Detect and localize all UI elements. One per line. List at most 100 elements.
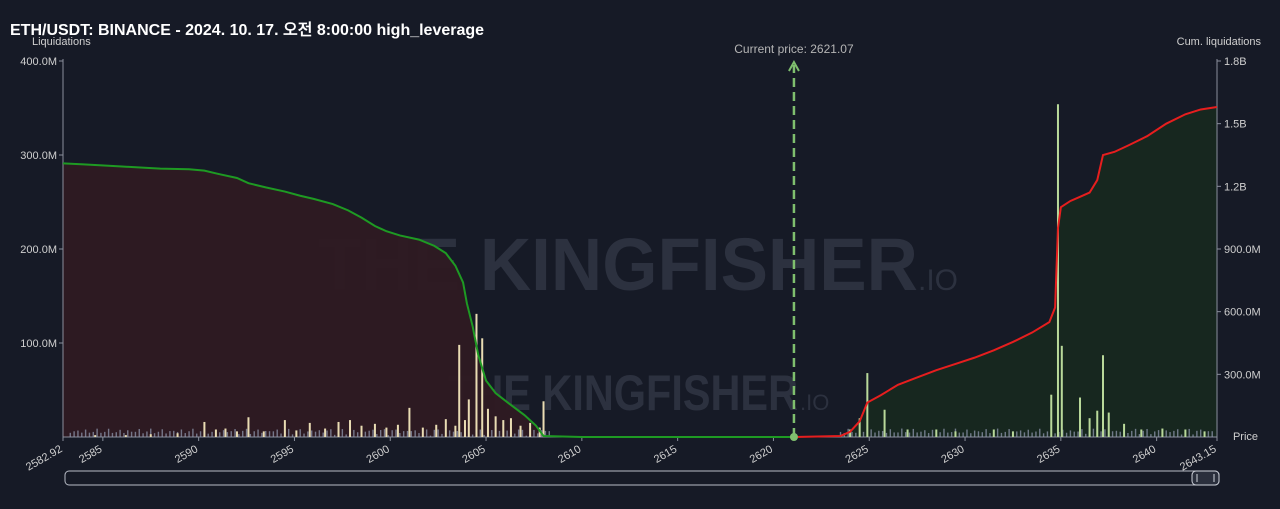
liq-bar-minor [333, 434, 336, 437]
liq-bar[interactable] [283, 420, 286, 437]
liq-bar-minor [901, 428, 903, 437]
liq-bar-minor [1177, 429, 1179, 437]
liq-bar-minor [356, 432, 359, 437]
x-axis-title: Price [1233, 431, 1258, 443]
liq-bar-minor [69, 432, 71, 437]
liq-bar[interactable] [385, 427, 388, 437]
current-price-dot [789, 433, 798, 441]
liq-bar[interactable] [494, 416, 497, 437]
liq-bar-minor [548, 431, 550, 437]
liq-bar[interactable] [954, 431, 957, 437]
liq-bar[interactable] [295, 430, 298, 437]
x-tick-label: 2635 [1035, 443, 1062, 466]
liq-bar[interactable] [94, 435, 97, 437]
liq-bar[interactable] [1140, 429, 1143, 437]
liq-bar[interactable] [1161, 428, 1164, 437]
range-scrollbar[interactable] [64, 470, 1220, 486]
x-tick-label: 2615 [652, 443, 679, 466]
liq-bar[interactable] [1079, 397, 1082, 437]
liq-bar-minor [985, 429, 987, 437]
x-tick-label: 2605 [460, 443, 487, 466]
liq-bar-minor [1173, 430, 1175, 437]
liq-bar[interactable] [1050, 394, 1053, 437]
liq-bar[interactable] [906, 429, 909, 437]
liq-bar-minor [146, 431, 148, 437]
liq-bar-minor [234, 429, 236, 437]
liq-bar[interactable] [396, 424, 399, 437]
liq-bar[interactable] [1123, 423, 1126, 437]
liq-bar[interactable] [444, 419, 447, 437]
liq-bar[interactable] [235, 431, 238, 437]
liq-bar-minor [153, 433, 156, 437]
liq-bar[interactable] [360, 425, 363, 437]
liq-bar-minor [180, 429, 183, 437]
liq-bar[interactable] [849, 429, 852, 437]
liq-bar[interactable] [1011, 431, 1014, 437]
liq-bar[interactable] [324, 428, 327, 437]
liq-bar[interactable] [486, 408, 489, 437]
liq-bar[interactable] [203, 421, 206, 437]
liq-bar-minor [1027, 429, 1029, 437]
liq-bar-minor [1115, 430, 1118, 437]
liq-bar[interactable] [467, 399, 470, 437]
liq-bar[interactable] [1101, 355, 1104, 437]
liq-bar[interactable] [1203, 431, 1206, 437]
liq-bar[interactable] [475, 313, 478, 437]
liq-bar[interactable] [124, 435, 127, 437]
range-scrollbar-handle[interactable] [1191, 470, 1220, 486]
liq-bar[interactable] [1056, 104, 1059, 438]
liq-bar-minor [383, 429, 386, 437]
liq-bar[interactable] [176, 433, 179, 437]
liq-bar-minor [414, 430, 416, 437]
liq-bar[interactable] [214, 429, 217, 437]
liq-bar-minor [188, 431, 190, 437]
liq-bar[interactable] [421, 427, 424, 437]
liq-bar-minor [498, 430, 501, 437]
liq-bar[interactable] [454, 425, 457, 437]
y-tick-label: 300.0M [20, 150, 57, 162]
liq-bar[interactable] [337, 421, 340, 437]
liq-bar[interactable] [247, 417, 250, 437]
liq-bar[interactable] [373, 423, 376, 437]
liq-bar[interactable] [542, 401, 545, 437]
liq-bar-minor [533, 429, 535, 437]
liq-bar-minor [950, 432, 953, 437]
liq-bar-minor [514, 433, 516, 437]
liq-bar[interactable] [1088, 418, 1091, 437]
liq-bar[interactable] [458, 344, 461, 437]
liq-bar-minor [119, 429, 121, 437]
liq-bar[interactable] [1184, 429, 1187, 437]
liq-bar[interactable] [1060, 345, 1063, 437]
liq-bar[interactable] [858, 418, 861, 437]
liq-bar[interactable] [935, 429, 938, 437]
liq-bar-minor [1142, 430, 1144, 437]
liq-bar[interactable] [519, 425, 522, 437]
liq-bar[interactable] [149, 434, 152, 437]
liq-bar-minor [1131, 430, 1133, 437]
liq-bar[interactable] [1096, 410, 1099, 437]
liq-bar[interactable] [224, 428, 227, 437]
liq-bar-minor [1019, 430, 1022, 437]
liq-bar[interactable] [529, 422, 532, 437]
liq-bar[interactable] [408, 407, 411, 437]
liq-bar[interactable] [509, 418, 512, 437]
liq-bar-minor [379, 430, 382, 437]
liq-bar[interactable] [308, 422, 311, 437]
liq-bar-minor [192, 428, 194, 437]
liq-bar[interactable] [1107, 412, 1110, 437]
liq-bar[interactable] [992, 429, 995, 437]
liq-bar[interactable] [435, 424, 438, 437]
liq-bar[interactable] [883, 409, 886, 437]
liq-bar[interactable] [502, 420, 505, 437]
y-tick-label: 200.0M [20, 244, 57, 256]
liq-bar-minor [150, 428, 152, 437]
liq-bar-minor [958, 432, 960, 437]
liq-bar[interactable] [481, 338, 484, 437]
liq-bar[interactable] [349, 420, 352, 437]
liq-bar-minor [402, 431, 405, 437]
liq-bar[interactable] [262, 431, 265, 437]
liq-bar-minor [862, 431, 865, 437]
liq-bar[interactable] [463, 420, 466, 437]
liq-bar-minor [1042, 433, 1045, 437]
